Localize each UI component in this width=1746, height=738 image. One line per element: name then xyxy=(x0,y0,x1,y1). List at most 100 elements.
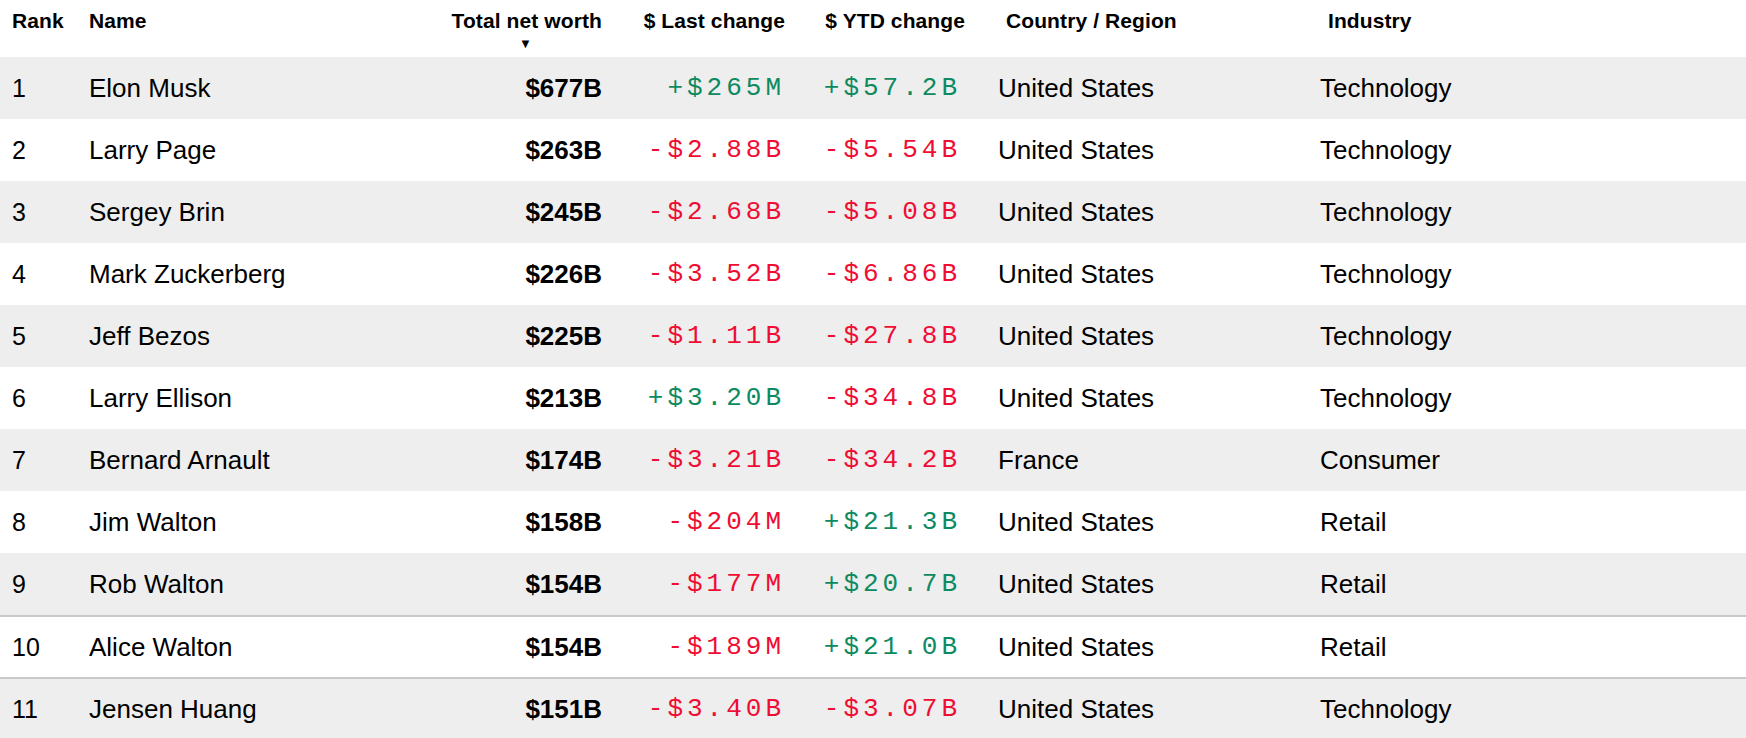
name-cell: Rob Walton xyxy=(89,569,449,600)
country-cell: United States xyxy=(957,135,1320,166)
last-change-cell: -$189M xyxy=(602,632,785,662)
column-header-name[interactable]: Name xyxy=(89,9,449,33)
rank-cell: 7 xyxy=(0,446,89,475)
last-change-cell: -$2.88B xyxy=(602,135,785,165)
name-cell: Jensen Huang xyxy=(89,694,449,725)
industry-cell: Retail xyxy=(1320,569,1738,600)
net-worth-cell: $245B xyxy=(449,197,602,228)
billionaires-table: Rank Name Total net worth ▼ $ Last chang… xyxy=(0,0,1746,738)
name-cell: Jeff Bezos xyxy=(89,321,449,352)
table-row[interactable]: 1 Elon Musk $677B +$265M +$57.2B United … xyxy=(0,57,1746,119)
net-worth-cell: $154B xyxy=(449,569,602,600)
sort-descending-icon[interactable]: ▼ xyxy=(449,35,602,52)
table-row[interactable]: 7 Bernard Arnault $174B -$3.21B -$34.2B … xyxy=(0,429,1746,491)
net-worth-cell: $151B xyxy=(449,694,602,725)
name-cell: Mark Zuckerberg xyxy=(89,259,449,290)
column-header-net-worth[interactable]: Total net worth ▼ xyxy=(449,9,602,52)
name-cell: Elon Musk xyxy=(89,73,449,104)
table-body: 1 Elon Musk $677B +$265M +$57.2B United … xyxy=(0,57,1746,738)
ytd-change-cell: -$27.8B xyxy=(781,321,961,351)
country-cell: United States xyxy=(957,259,1320,290)
net-worth-cell: $677B xyxy=(449,73,602,104)
last-change-cell: +$265M xyxy=(602,73,785,103)
rank-cell: 4 xyxy=(0,260,89,289)
column-header-net-worth-label: Total net worth xyxy=(452,9,602,32)
column-header-ytd-change[interactable]: $ YTD change xyxy=(785,9,965,33)
industry-cell: Technology xyxy=(1320,694,1738,725)
table-row[interactable]: 5 Jeff Bezos $225B -$1.11B -$27.8B Unite… xyxy=(0,305,1746,367)
net-worth-cell: $213B xyxy=(449,383,602,414)
country-cell: United States xyxy=(957,383,1320,414)
rank-cell: 2 xyxy=(0,136,89,165)
rank-cell: 10 xyxy=(0,633,89,662)
last-change-cell: -$3.52B xyxy=(602,259,785,289)
country-cell: United States xyxy=(957,73,1320,104)
ytd-change-cell: +$21.3B xyxy=(781,507,961,537)
rank-cell: 11 xyxy=(0,695,89,724)
last-change-cell: -$177M xyxy=(602,569,785,599)
ytd-change-cell: -$34.2B xyxy=(781,445,961,475)
name-cell: Larry Ellison xyxy=(89,383,449,414)
country-cell: United States xyxy=(957,569,1320,600)
net-worth-cell: $158B xyxy=(449,507,602,538)
rank-cell: 1 xyxy=(0,74,89,103)
country-cell: France xyxy=(957,445,1320,476)
column-header-industry[interactable]: Industry xyxy=(1328,9,1746,33)
last-change-cell: -$3.40B xyxy=(602,694,785,724)
ytd-change-cell: +$57.2B xyxy=(781,73,961,103)
table-row[interactable]: 4 Mark Zuckerberg $226B -$3.52B -$6.86B … xyxy=(0,243,1746,305)
industry-cell: Technology xyxy=(1320,383,1738,414)
industry-cell: Retail xyxy=(1320,507,1738,538)
table-row[interactable]: 2 Larry Page $263B -$2.88B -$5.54B Unite… xyxy=(0,119,1746,181)
rank-cell: 5 xyxy=(0,322,89,351)
country-cell: United States xyxy=(957,632,1320,663)
table-row[interactable]: 3 Sergey Brin $245B -$2.68B -$5.08B Unit… xyxy=(0,181,1746,243)
name-cell: Bernard Arnault xyxy=(89,445,449,476)
ytd-change-cell: -$5.54B xyxy=(781,135,961,165)
last-change-cell: -$204M xyxy=(602,507,785,537)
table-row[interactable]: 9 Rob Walton $154B -$177M +$20.7B United… xyxy=(0,553,1746,615)
column-header-last-change[interactable]: $ Last change xyxy=(602,9,785,33)
rank-cell: 6 xyxy=(0,384,89,413)
net-worth-cell: $226B xyxy=(449,259,602,290)
industry-cell: Technology xyxy=(1320,73,1738,104)
ytd-change-cell: -$34.8B xyxy=(781,383,961,413)
ytd-change-cell: -$6.86B xyxy=(781,259,961,289)
table-row[interactable]: 8 Jim Walton $158B -$204M +$21.3B United… xyxy=(0,491,1746,553)
table-row[interactable]: 10 Alice Walton $154B -$189M +$21.0B Uni… xyxy=(0,615,1746,677)
rank-cell: 8 xyxy=(0,508,89,537)
country-cell: United States xyxy=(957,694,1320,725)
country-cell: United States xyxy=(957,507,1320,538)
net-worth-cell: $154B xyxy=(449,632,602,663)
name-cell: Sergey Brin xyxy=(89,197,449,228)
last-change-cell: -$1.11B xyxy=(602,321,785,351)
name-cell: Larry Page xyxy=(89,135,449,166)
column-header-rank[interactable]: Rank xyxy=(0,9,89,33)
rank-cell: 3 xyxy=(0,198,89,227)
last-change-cell: -$2.68B xyxy=(602,197,785,227)
net-worth-cell: $263B xyxy=(449,135,602,166)
last-change-cell: +$3.20B xyxy=(602,383,785,413)
table-row[interactable]: 6 Larry Ellison $213B +$3.20B -$34.8B Un… xyxy=(0,367,1746,429)
ytd-change-cell: +$20.7B xyxy=(781,569,961,599)
country-cell: United States xyxy=(957,197,1320,228)
column-header-country[interactable]: Country / Region xyxy=(965,9,1328,33)
country-cell: United States xyxy=(957,321,1320,352)
net-worth-cell: $225B xyxy=(449,321,602,352)
name-cell: Jim Walton xyxy=(89,507,449,538)
ytd-change-cell: -$3.07B xyxy=(781,694,961,724)
industry-cell: Consumer xyxy=(1320,445,1738,476)
table-row[interactable]: 11 Jensen Huang $151B -$3.40B -$3.07B Un… xyxy=(0,677,1746,738)
industry-cell: Technology xyxy=(1320,197,1738,228)
industry-cell: Technology xyxy=(1320,135,1738,166)
industry-cell: Retail xyxy=(1320,632,1738,663)
ytd-change-cell: -$5.08B xyxy=(781,197,961,227)
net-worth-cell: $174B xyxy=(449,445,602,476)
industry-cell: Technology xyxy=(1320,321,1738,352)
ytd-change-cell: +$21.0B xyxy=(781,632,961,662)
rank-cell: 9 xyxy=(0,570,89,599)
name-cell: Alice Walton xyxy=(89,632,449,663)
last-change-cell: -$3.21B xyxy=(602,445,785,475)
industry-cell: Technology xyxy=(1320,259,1738,290)
table-header-row: Rank Name Total net worth ▼ $ Last chang… xyxy=(0,0,1746,57)
